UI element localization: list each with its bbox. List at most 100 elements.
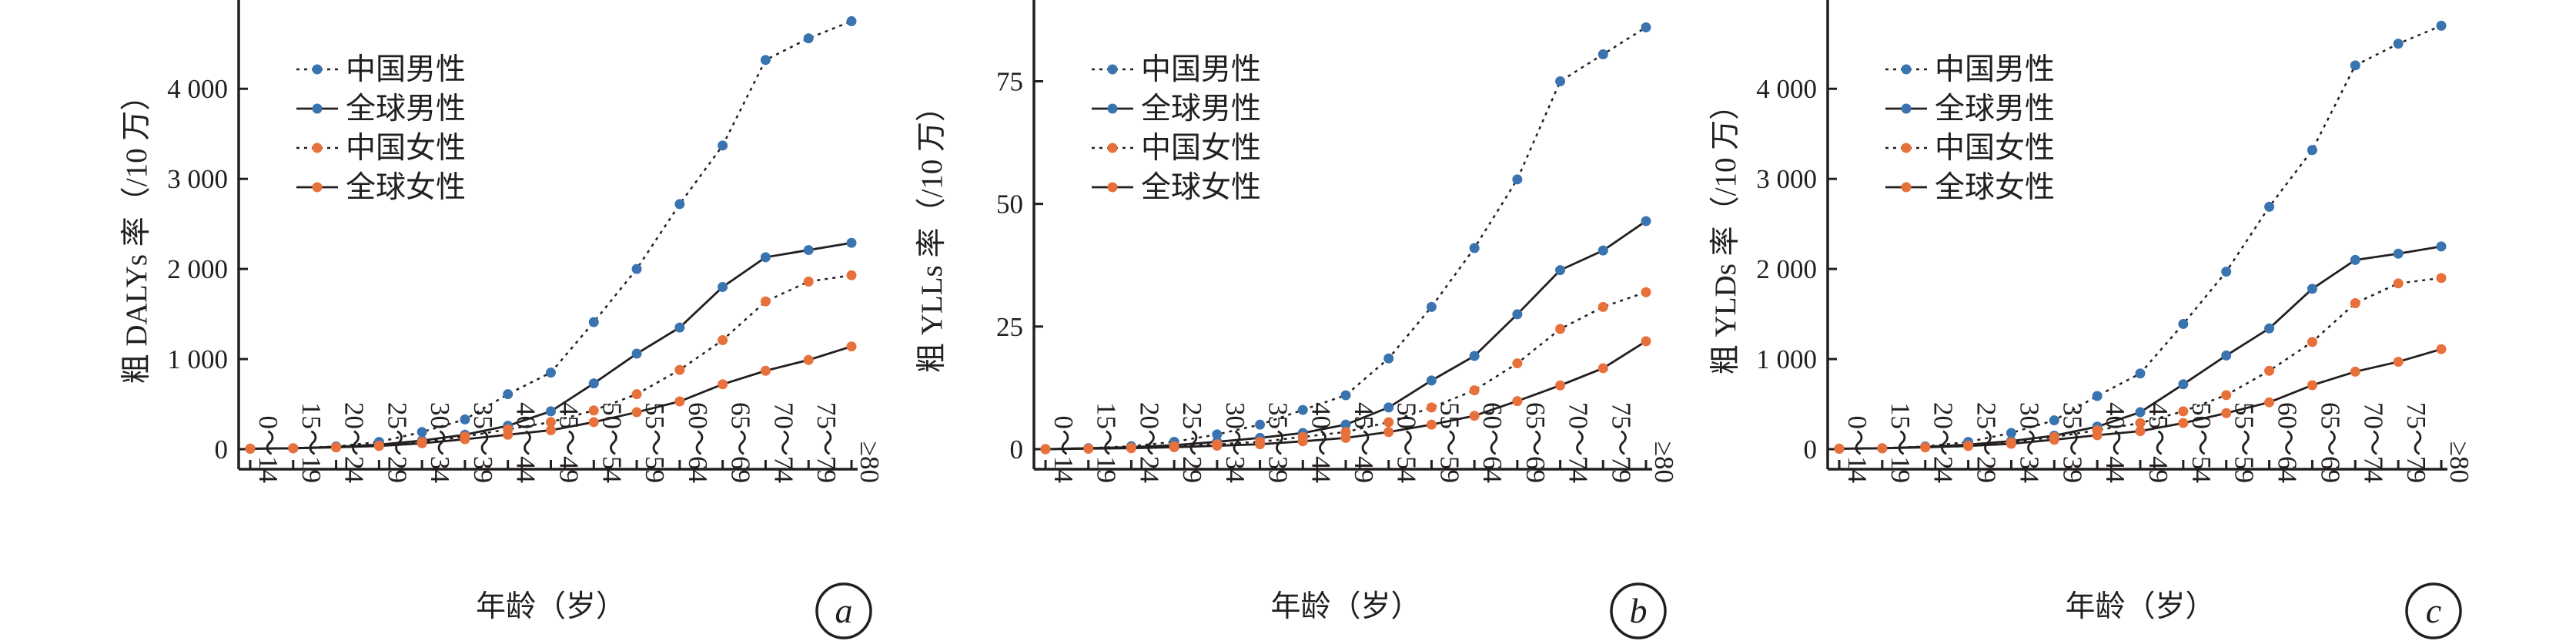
legend-label: 全球男性 [346,92,466,126]
data-point [546,367,556,378]
data-point [417,427,427,438]
y-axis-title: 粗 YLLs 率（/10 万） [915,92,948,373]
data-point [331,442,342,453]
data-point [2307,337,2317,347]
x-tick-label: 40～44 [1306,402,1336,483]
legend-label: 中国男性 [1935,53,2055,86]
data-point [2135,368,2146,379]
series-3 [1040,336,1651,455]
data-point [2393,357,2404,367]
panel-letter-badge [2405,582,2462,639]
data-point [718,140,728,151]
data-point [2221,350,2232,361]
x-tick-label: 55～59 [1434,402,1464,483]
x-axis-title: 年龄（岁） [2065,590,2215,623]
data-point [2307,284,2317,294]
x-tick-label: 45～49 [554,402,584,483]
x-tick-label: ≥80 [2444,441,2474,483]
legend-marker [312,64,323,75]
x-tick-label: 50～54 [2186,402,2216,483]
data-point [1297,436,1308,447]
data-point [245,443,256,454]
x-tick-label: 30～34 [1220,402,1250,483]
data-point [846,341,857,352]
data-point [1641,22,1651,32]
data-point [803,276,814,287]
series-3 [245,341,857,454]
data-point [588,317,599,327]
data-point [2350,254,2360,265]
data-point [1920,442,1931,453]
data-point [1555,380,1566,391]
x-tick-label: 65～69 [1521,402,1551,483]
series-1 [1040,216,1651,455]
data-point [2307,380,2317,391]
data-point [674,396,685,407]
y-tick-label: 3 000 [1756,164,1817,194]
panel-letter: b [1630,591,1648,630]
x-tick-label: 70～74 [768,402,798,483]
data-point [631,348,642,359]
data-point [1083,443,1094,454]
data-point [2350,366,2360,377]
data-point [2393,278,2404,289]
y-tick-label: 50 [996,190,1023,220]
x-tick-label: ≥80 [855,441,885,483]
x-tick-label: 55～59 [640,402,670,483]
x-tick-label: 50～54 [597,402,627,483]
data-point [631,407,642,418]
data-point [460,414,470,425]
data-point [1383,353,1394,364]
data-point [1469,351,1480,361]
data-point [2135,418,2146,428]
y-tick-label: 0 [1804,435,1818,465]
legend-label: 全球男性 [1935,92,2055,126]
legend-label: 全球女性 [346,171,466,204]
x-tick-label: 20～24 [1929,402,1959,483]
x-tick-label: 75～79 [1606,402,1636,483]
data-point [718,282,728,293]
data-point [1597,245,1608,256]
data-point [2264,201,2275,212]
data-point [1426,419,1437,430]
data-point [1641,216,1651,227]
data-point [588,405,599,416]
data-point [674,322,685,333]
y-tick-label: 0 [215,435,229,465]
series-0 [245,16,857,454]
data-point [2436,344,2447,354]
legend-marker [1901,182,1912,193]
x-axis-title: 年龄（岁） [476,590,626,623]
data-point [1512,396,1523,407]
data-point [373,441,384,451]
data-point [2135,426,2146,437]
data-point [2178,379,2189,390]
data-point [760,296,771,307]
y-tick-label: 0 [1010,435,1024,465]
data-point [1383,417,1394,428]
data-point [2264,323,2275,334]
series-line [1838,25,2442,450]
x-tick-label: 60～64 [2273,402,2303,483]
legend-label: 全球女性 [1935,171,2055,204]
x-tick-label: 55～59 [2230,402,2260,483]
data-point [2221,408,2232,418]
data-point [674,199,685,210]
x-tick-label: 45～49 [1349,402,1379,483]
panel-letter-badge [815,582,872,639]
series-0 [1834,20,2447,454]
x-tick-label: 20～24 [340,402,370,483]
data-point [1383,402,1394,413]
data-point [2393,39,2404,49]
data-point [588,378,599,389]
data-point [2436,273,2447,284]
data-point [803,33,814,44]
series-line [249,20,852,450]
legend-label: 中国女性 [346,132,466,165]
data-point [503,389,514,400]
data-point [1212,429,1223,440]
data-point [2178,406,2189,417]
data-point [1597,49,1608,59]
